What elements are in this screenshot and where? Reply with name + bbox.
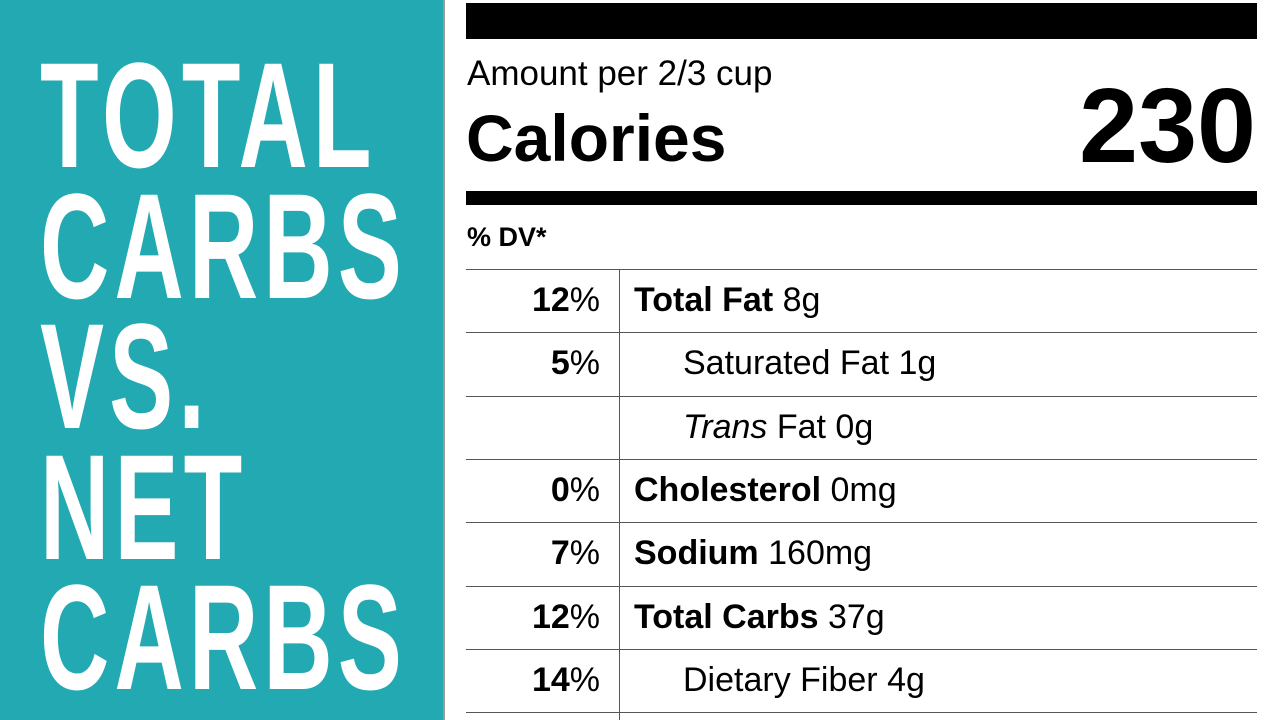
nutrient: Total Fat 8g xyxy=(634,281,820,320)
nutrient-name: Dietary Fiber xyxy=(683,660,878,699)
nutrient-prefix: Trans xyxy=(683,407,768,446)
nutrient: Dietary Fiber 4g xyxy=(683,661,925,700)
row-rule xyxy=(466,395,1257,397)
title-line: TOTAL xyxy=(40,31,377,199)
title-line: CARBS xyxy=(40,161,407,330)
nutrient-name: Cholesterol xyxy=(634,470,822,509)
row-rule xyxy=(466,648,1257,650)
dv-unit: % xyxy=(569,534,600,573)
row-rule xyxy=(466,332,1257,334)
nutrient-amount: 4g xyxy=(887,660,925,699)
daily-value: 12% xyxy=(532,281,600,320)
nutrient-amount: 160mg xyxy=(768,534,873,573)
daily-value: 5% xyxy=(551,344,600,383)
nutrient-name: Fat xyxy=(776,407,826,446)
nutrient-amount: 8g xyxy=(782,281,821,319)
column-divider xyxy=(619,269,620,720)
daily-value: 12% xyxy=(532,598,600,637)
serving-amount: Amount per 2/3 cup xyxy=(467,54,773,93)
nutrient-amount: 0g xyxy=(835,407,874,446)
nutrient-name: Sodium xyxy=(634,534,759,573)
nutrient-amount: 37g xyxy=(827,597,885,636)
mid-rule xyxy=(466,191,1257,205)
dv-number: 5 xyxy=(550,344,570,383)
dv-number: 0 xyxy=(550,470,570,509)
nutrient-amount: 1g xyxy=(898,344,937,383)
dv-unit: % xyxy=(569,660,600,699)
nutrient: Trans Fat 0g xyxy=(683,408,873,447)
nutrient-amount: 0mg xyxy=(830,470,897,509)
daily-value: 14% xyxy=(532,661,600,700)
top-rule xyxy=(466,3,1257,39)
dv-unit: % xyxy=(569,344,600,383)
title-line: NET xyxy=(40,422,248,591)
dv-number: 12 xyxy=(531,281,570,319)
nutrient-name: Saturated Fat xyxy=(683,344,890,383)
nutrient: Saturated Fat 1g xyxy=(683,344,936,383)
nutrient: Sodium 160mg xyxy=(634,534,872,573)
row-rule xyxy=(466,458,1257,460)
dv-header: % DV* xyxy=(467,222,547,252)
dv-unit: % xyxy=(569,470,600,509)
nutrient: Total Carbs 37g xyxy=(634,598,885,637)
title-line: CARBS xyxy=(40,553,407,720)
dv-unit: % xyxy=(569,597,600,636)
row-rule xyxy=(466,522,1257,524)
row-rule xyxy=(466,712,1257,714)
dv-unit: % xyxy=(569,281,600,319)
row-rule xyxy=(466,269,1257,270)
nutrient: Cholesterol 0mg xyxy=(634,471,897,510)
dv-number: 12 xyxy=(531,597,570,636)
dv-number: 14 xyxy=(531,660,570,699)
row-rule xyxy=(466,585,1257,587)
title-line: VS. xyxy=(40,292,211,460)
calories-value: 230 xyxy=(1079,67,1256,185)
nutrient-name: Total Carbs xyxy=(634,597,819,636)
title-panel: TOTAL CARBS VS. NET CARBS xyxy=(0,0,445,720)
calories-label: Calories xyxy=(466,101,727,175)
daily-value: 7% xyxy=(551,534,600,573)
daily-value: 0% xyxy=(551,471,600,510)
dv-number: 7 xyxy=(550,534,570,573)
nutrient-name: Total Fat xyxy=(634,281,774,319)
